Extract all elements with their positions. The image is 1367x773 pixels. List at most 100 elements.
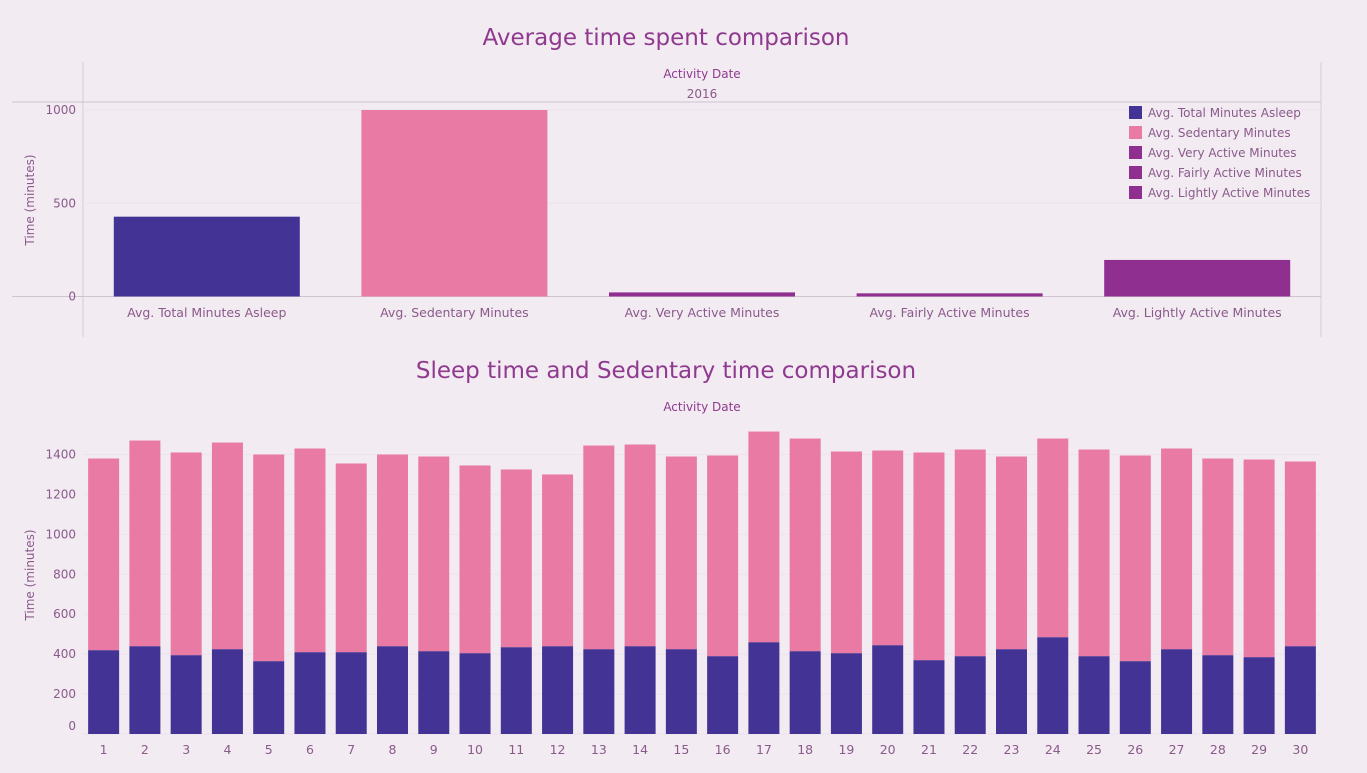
chart2-bar-segment xyxy=(377,646,408,734)
chart2-bar-segment xyxy=(1243,459,1275,658)
chart2-bar-segment xyxy=(830,451,862,654)
chart2-column-header: Activity Date xyxy=(663,400,740,414)
chart2-bar-segment xyxy=(707,656,739,734)
chart1-y-tick-label: 1000 xyxy=(45,103,76,117)
chart2-bar-segment xyxy=(954,656,986,734)
chart2-x-tick-label: 5 xyxy=(265,742,273,757)
chart2-bar-segment xyxy=(583,649,615,734)
chart2-x-tick-label: 7 xyxy=(347,742,355,757)
chart1-x-tick-label: Avg. Lightly Active Minutes xyxy=(1113,305,1282,320)
chart2-bar-segment xyxy=(954,449,986,657)
chart2-y-axis-label: Time (minutes) xyxy=(23,529,37,621)
chart2-bars xyxy=(88,431,1316,734)
chart1-y-axis-label: Time (minutes) xyxy=(23,154,37,246)
chart2-bar-segment xyxy=(913,660,945,734)
chart2-bar-segment xyxy=(830,653,862,734)
legend-swatch xyxy=(1129,146,1142,159)
chart2-x-tick-label: 10 xyxy=(467,742,483,757)
chart2-x-tick-label: 20 xyxy=(880,742,896,757)
chart1-y-ticks: 0 500 1000 xyxy=(45,103,76,304)
chart2-bar-segment xyxy=(707,455,739,657)
chart2-x-tick-label: 15 xyxy=(673,742,689,757)
chart1-column-header: Activity Date xyxy=(663,67,740,81)
chart2-bar-segment xyxy=(88,458,120,651)
chart2-x-tick-label: 26 xyxy=(1127,742,1143,757)
chart2-x-tick-label: 8 xyxy=(389,742,397,757)
chart2-bar-segment xyxy=(789,651,821,734)
chart2-bar-segment xyxy=(1037,637,1069,734)
chart2-x-tick-label: 18 xyxy=(797,742,813,757)
chart2-y-tick-label: 200 xyxy=(53,687,76,701)
chart2-bar-segment xyxy=(872,450,904,646)
chart2-bar-segment xyxy=(1284,646,1316,734)
chart2-bar-segment xyxy=(624,646,656,734)
chart2-x-tick-label: 22 xyxy=(962,742,978,757)
chart2-x-tick-label: 2 xyxy=(141,742,149,757)
chart2-x-tick-label: 3 xyxy=(182,742,190,757)
chart2-bar-segment xyxy=(500,469,532,648)
chart2-bar-segment xyxy=(294,448,326,653)
legend-label: Avg. Fairly Active Minutes xyxy=(1148,166,1302,180)
legend-swatch xyxy=(1129,126,1142,139)
chart2-x-tick-label: 29 xyxy=(1251,742,1267,757)
chart2-bar-segment xyxy=(748,642,780,734)
chart1-x-tick-label: Avg. Very Active Minutes xyxy=(625,305,780,320)
chart2-bar-segment xyxy=(748,431,780,643)
chart1-legend: Avg. Total Minutes Asleep Avg. Sedentary … xyxy=(1129,106,1310,200)
chart2-bar-segment xyxy=(377,454,408,647)
chart1-bar xyxy=(361,110,548,297)
chart2-x-tick-label: 30 xyxy=(1292,742,1308,757)
chart1-column-value: 2016 xyxy=(687,87,718,101)
chart1-bar xyxy=(1104,259,1291,297)
chart1-x-tick-label: Avg. Sedentary Minutes xyxy=(380,305,529,320)
chart1-frame xyxy=(12,62,1322,337)
chart2-y-tick-label: 0 xyxy=(68,719,76,733)
chart2-bar-segment xyxy=(1078,449,1110,657)
chart2-bar-segment xyxy=(996,456,1027,650)
chart1-bar xyxy=(856,293,1043,297)
legend-label: Avg. Total Minutes Asleep xyxy=(1148,106,1301,120)
chart2-title: Sleep time and Sedentary time comparison xyxy=(416,358,916,384)
chart2-x-tick-label: 13 xyxy=(591,742,607,757)
chart2-bar-segment xyxy=(1243,657,1275,734)
chart2-y-tick-label: 400 xyxy=(53,647,76,661)
chart2-x-tick-label: 28 xyxy=(1210,742,1226,757)
chart1-bar xyxy=(113,216,300,297)
chart2-bar-segment xyxy=(1119,661,1151,734)
chart2-bar-segment xyxy=(500,647,532,734)
chart1-x-tick-label: Avg. Total Minutes Asleep xyxy=(127,305,286,320)
chart2-bar-segment xyxy=(335,463,367,653)
chart2-bar-segment xyxy=(913,452,945,661)
chart2-x-tick-label: 27 xyxy=(1169,742,1185,757)
legend-label: Avg. Very Active Minutes xyxy=(1148,146,1297,160)
chart2-bar-segment xyxy=(211,649,243,734)
chart2-bar-segment xyxy=(1202,655,1234,734)
chart2-bar-segment xyxy=(583,445,615,650)
chart2-x-tick-label: 23 xyxy=(1004,742,1020,757)
chart2-x-tick-label: 4 xyxy=(223,742,231,757)
chart2-bar-segment xyxy=(789,438,821,652)
legend-label: Avg. Sedentary Minutes xyxy=(1148,126,1291,140)
chart2-bar-segment xyxy=(542,474,574,647)
chart2-bar-segment xyxy=(542,646,574,734)
chart2-x-tick-label: 19 xyxy=(838,742,854,757)
chart2-bar-segment xyxy=(872,645,904,734)
chart2-bar-segment xyxy=(335,652,367,734)
legend-swatch xyxy=(1129,186,1142,199)
chart2-x-tick-label: 17 xyxy=(756,742,772,757)
chart2-x-tick-label: 16 xyxy=(715,742,731,757)
legend-swatch xyxy=(1129,106,1142,119)
chart2-bar-segment xyxy=(1202,458,1234,656)
chart1-x-tick-label: Avg. Fairly Active Minutes xyxy=(870,305,1030,320)
chart2-x-tick-label: 14 xyxy=(632,742,648,757)
chart2-bar-segment xyxy=(459,653,491,734)
chart2-y-ticks: 0 200 400 600 800 1000 1200 1400 xyxy=(45,448,76,734)
chart2-bar-segment xyxy=(1078,656,1110,734)
chart2-bar-segment xyxy=(1161,448,1193,650)
chart2-x-tick-label: 11 xyxy=(508,742,524,757)
chart1-bars xyxy=(113,110,1291,297)
chart2-bar-segment xyxy=(170,452,202,656)
chart2-bar-segment xyxy=(996,649,1027,734)
chart2-bar-segment xyxy=(1161,649,1193,734)
chart2-y-tick-label: 1200 xyxy=(45,487,76,501)
